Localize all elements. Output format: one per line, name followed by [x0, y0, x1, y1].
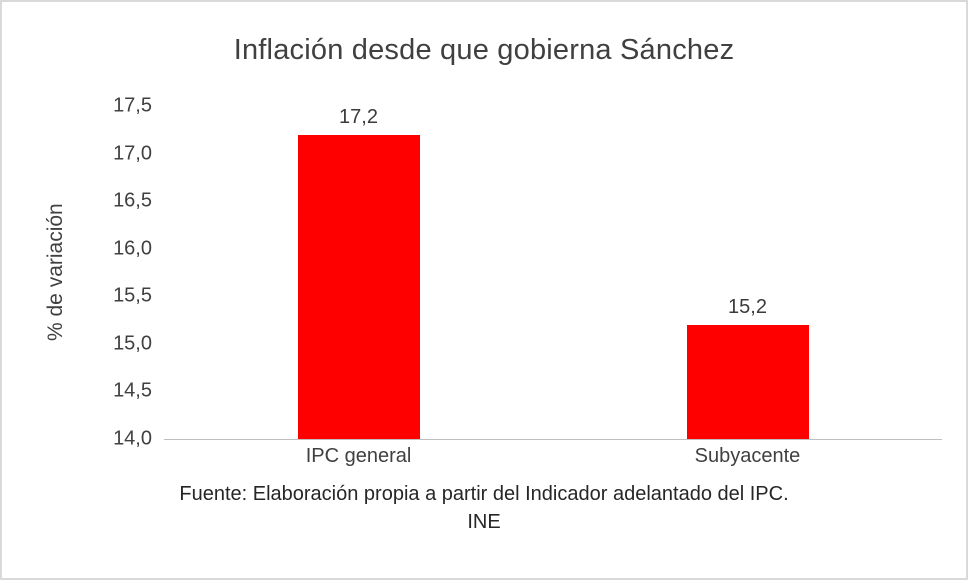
y-tick-label: 15,0 [113, 332, 152, 355]
y-tick-label: 16,0 [113, 237, 152, 260]
bar-slot-subyacente: 15,2 [553, 106, 942, 439]
y-tick-label: 16,5 [113, 189, 152, 212]
bar-ipc-general: 17,2 [297, 106, 420, 439]
y-axis-ticks: 17,5 17,0 16,5 16,0 15,5 15,0 14,5 14,0 [2, 95, 152, 450]
y-tick-label: 15,5 [113, 284, 152, 307]
x-axis-category-labels: IPC general Subyacente [164, 445, 942, 468]
category-label-subyacente: Subyacente [694, 445, 801, 467]
chart-title: Inflación desde que gobierna Sánchez [233, 34, 735, 66]
y-tick-label: 14,0 [113, 427, 152, 450]
source-caption: Fuente: Elaboración propia a partir del … [2, 480, 966, 536]
bar-subyacente: 15,2 [686, 296, 809, 439]
source-line-1: Fuente: Elaboración propia a partir del … [179, 483, 789, 505]
category-label-ipc-general: IPC general [305, 445, 412, 467]
y-tick-label: 17,5 [113, 94, 152, 117]
source-line-2: INE [467, 511, 501, 533]
bar-slot-ipc-general: 17,2 [164, 106, 553, 439]
plot-area: 17,2 15,2 [164, 106, 942, 440]
bar-value-label-ipc-general: 17,2 [339, 105, 378, 128]
y-tick-label: 14,5 [113, 379, 152, 402]
bar-value-label-subyacente: 15,2 [728, 295, 767, 318]
y-tick-label: 17,0 [113, 142, 152, 165]
